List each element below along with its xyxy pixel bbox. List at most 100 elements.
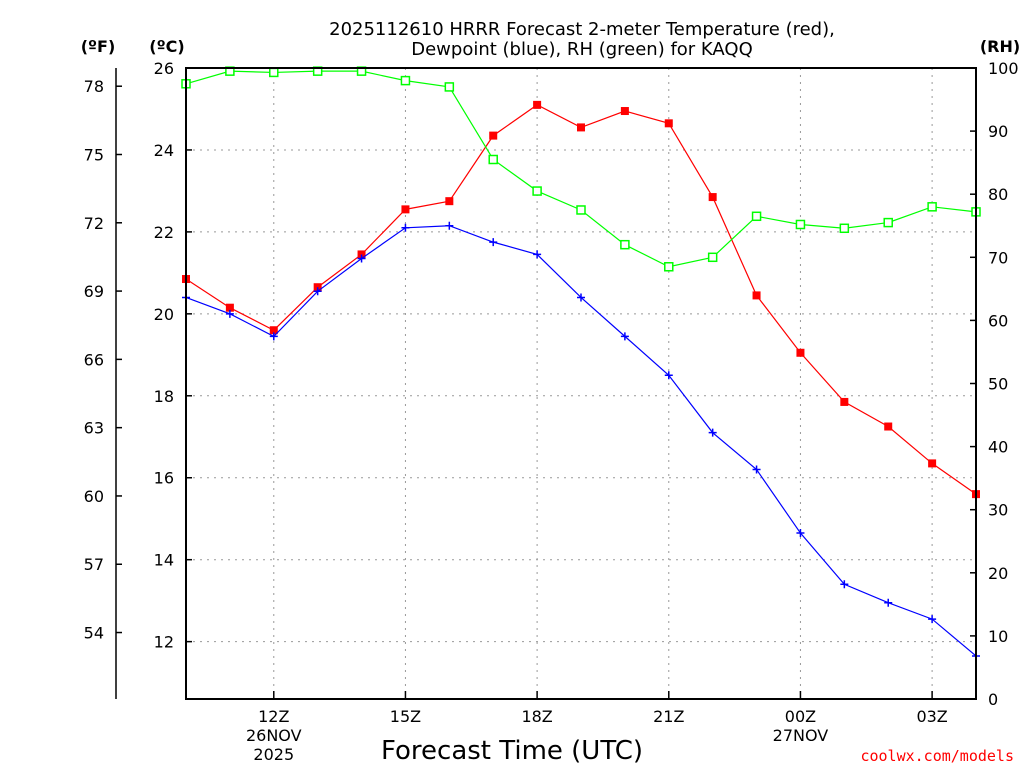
temperature-point <box>884 422 893 431</box>
fahrenheit-tick-label: 57 <box>84 555 104 574</box>
rh-point <box>883 217 893 228</box>
dewpoint-point <box>708 428 717 437</box>
dewpoint-point <box>533 250 542 259</box>
temperature-point <box>620 107 629 116</box>
temperature-point <box>577 123 585 132</box>
series-layer <box>181 66 981 660</box>
rh-tick-label: 50 <box>988 375 1008 394</box>
temperature-point <box>928 459 937 468</box>
rh-point <box>620 239 630 250</box>
rh-point <box>400 75 411 86</box>
rh-point <box>444 82 455 92</box>
chart-title-line2: Dewpoint (blue), RH (green) for KAQQ <box>411 39 753 60</box>
celsius-axis: 12 14 16 18 20 22 24 26 <box>154 59 192 652</box>
rh-tick-label: 70 <box>988 248 1008 267</box>
dewpoint-point <box>401 223 410 232</box>
time-tick-label: 00Z <box>785 707 816 726</box>
rh-tick-label: 20 <box>988 564 1008 583</box>
x-axis-label: Forecast Time (UTC) <box>381 736 643 766</box>
rh-point <box>532 186 542 196</box>
dewpoint-point <box>269 332 278 341</box>
rh-point <box>839 223 850 234</box>
celsius-tick-label: 18 <box>154 387 174 406</box>
celsius-tick-label: 26 <box>154 59 174 78</box>
rh-point <box>664 262 674 272</box>
rh-point <box>576 205 586 215</box>
rh-point <box>488 154 498 165</box>
temperature-point <box>708 193 717 202</box>
dewpoint-point <box>884 598 893 607</box>
temperature-point <box>357 250 366 259</box>
rh-tick-label: 100 <box>988 59 1019 78</box>
fahrenheit-tick-label: 75 <box>84 146 104 165</box>
temperature-point <box>752 291 761 300</box>
year-label: 2025 <box>253 745 294 764</box>
fahrenheit-tick-label: 78 <box>84 77 104 96</box>
rh-point <box>707 252 718 263</box>
dewpoint-point <box>313 287 322 296</box>
celsius-tick-label: 16 <box>154 469 174 488</box>
rh-point <box>751 211 762 222</box>
dewpoint-point <box>489 238 498 247</box>
dewpoint-point <box>577 293 585 302</box>
dewpoint-point <box>752 465 761 474</box>
dewpoint-point <box>796 529 805 538</box>
temperature-point <box>840 397 849 406</box>
fahrenheit-tick-label: 66 <box>84 350 104 369</box>
temperature-point <box>225 303 234 312</box>
rh-tick-label: 10 <box>988 627 1008 646</box>
fahrenheit-axis: 54 57 60 63 66 69 72 75 78 <box>84 68 122 699</box>
celsius-tick-label: 14 <box>154 551 174 570</box>
fahrenheit-tick-label: 63 <box>84 419 104 438</box>
time-tick-label: 18Z <box>521 707 552 726</box>
fahrenheit-unit-label: (ºF) <box>81 37 116 56</box>
rh-point <box>795 219 806 230</box>
fahrenheit-tick-label: 69 <box>84 282 104 301</box>
temperature-point <box>445 197 454 206</box>
plot-frame <box>185 67 977 700</box>
grid-lines <box>186 67 976 699</box>
date-label: 26NOV <box>246 726 302 745</box>
fahrenheit-tick-label: 60 <box>84 487 104 506</box>
dewpoint-point <box>620 332 629 341</box>
dewpoint-point <box>357 254 366 263</box>
temperature-point <box>533 100 542 109</box>
rh-axis: 0 10 20 30 40 50 60 70 80 90 100 <box>970 59 1019 709</box>
celsius-tick-label: 20 <box>154 305 174 324</box>
rh-unit-label: (RH) <box>980 37 1020 56</box>
dewpoint-point <box>928 615 937 624</box>
chart-title-line1: 2025112610 HRRR Forecast 2-meter Tempera… <box>329 19 835 40</box>
temperature-point <box>313 283 322 292</box>
time-tick-label: 15Z <box>390 707 421 726</box>
celsius-tick-label: 12 <box>154 633 174 652</box>
rh-tick-label: 60 <box>988 311 1008 330</box>
temperature-point <box>664 119 673 128</box>
rh-point <box>269 67 279 78</box>
celsius-tick-label: 22 <box>154 223 174 242</box>
celsius-tick-label: 24 <box>154 141 174 160</box>
rh-tick-label: 80 <box>988 185 1008 204</box>
dewpoint-line <box>185 225 977 657</box>
temperature-point <box>401 205 410 214</box>
rh-line <box>185 70 977 268</box>
fahrenheit-tick-label: 54 <box>84 624 104 643</box>
date-label: 27NOV <box>773 726 829 745</box>
time-tick-label: 21Z <box>653 707 684 726</box>
rh-point <box>927 202 937 212</box>
fahrenheit-tick-label: 72 <box>84 214 104 233</box>
temperature-point <box>269 326 278 335</box>
rh-tick-label: 90 <box>988 122 1008 141</box>
dewpoint-point <box>445 221 454 230</box>
temperature-point <box>489 131 498 140</box>
celsius-unit-label: (ºC) <box>149 37 184 56</box>
dewpoint-point <box>225 309 234 318</box>
rh-tick-label: 0 <box>988 690 998 709</box>
credit-label: coolwx.com/models <box>860 747 1014 765</box>
dewpoint-point <box>664 371 673 380</box>
rh-tick-label: 30 <box>988 501 1008 520</box>
dewpoint-point <box>840 580 849 589</box>
time-tick-label: 12Z <box>258 707 289 726</box>
time-tick-label: 03Z <box>916 707 947 726</box>
